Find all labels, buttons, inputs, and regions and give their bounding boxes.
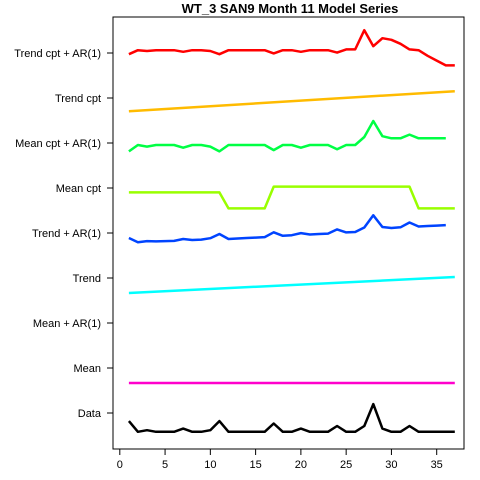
x-axis: 0 5 10 15 20 25 30 35 <box>117 448 443 471</box>
series-line-mean-cpt-ar-1 <box>128 119 446 153</box>
series-label-trend-cpt-ar-1: Trend cpt + AR(1) <box>14 48 101 60</box>
series-lines <box>127 28 455 434</box>
series-label-trend: Trend <box>73 273 101 285</box>
series-label-trend-cpt: Trend cpt <box>55 93 101 105</box>
x-tick-label: 35 <box>431 459 443 471</box>
x-tick-label: 25 <box>340 459 352 471</box>
series-line-data <box>127 402 455 434</box>
x-tick-label: 10 <box>204 459 216 471</box>
x-tick-label: 15 <box>249 459 261 471</box>
series-label-data: Data <box>78 408 102 420</box>
x-tick-label: 5 <box>162 459 168 471</box>
x-tick-label: 0 <box>117 459 123 471</box>
series-line-mean-cpt <box>128 185 455 210</box>
x-tick-label: 30 <box>385 459 397 471</box>
series-label-trend-ar-1: Trend + AR(1) <box>32 228 101 240</box>
series-line-trend-cpt-ar-1 <box>128 28 455 67</box>
series-line-trend-ar-1 <box>128 214 446 244</box>
series-label-mean-cpt-ar-1: Mean cpt + AR(1) <box>15 138 101 150</box>
series-label-mean-ar-1: Mean + AR(1) <box>33 318 101 330</box>
series-label-mean: Mean <box>73 363 101 375</box>
series-line-trend-cpt <box>128 89 455 113</box>
series-line-trend <box>128 275 455 295</box>
chart-title: WT_3 SAN9 Month 11 Model Series <box>182 1 399 16</box>
series-labels: Data Mean Mean + AR(1) Trend Trend + AR(1) Me… <box>14 48 113 420</box>
series-label-mean-cpt: Mean cpt <box>56 183 101 195</box>
x-tick-label: 20 <box>295 459 307 471</box>
